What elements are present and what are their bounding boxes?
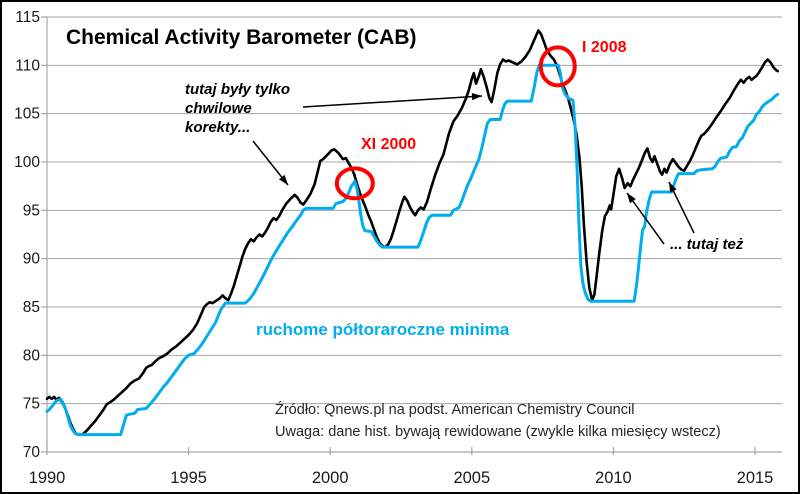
- y-tick-label: 110: [15, 57, 40, 74]
- annotation-xi-2000-label: XI 2000: [361, 136, 417, 153]
- annotation-corrections-note: tutaj były tylko chwilowe korekty...: [185, 81, 291, 136]
- y-tick-label: 70: [23, 444, 41, 461]
- arrow-corrections-to-2005-head: [471, 93, 482, 101]
- x-tick-label: 2005: [453, 469, 490, 487]
- y-tick-label: 105: [14, 106, 40, 123]
- arrow-corrections-to-1998-head: [278, 174, 288, 185]
- x-tick-label: 1995: [170, 469, 207, 487]
- y-tick-label: 90: [23, 251, 41, 268]
- minima-series-label: ruchome półtoraroczne minima: [256, 320, 510, 339]
- source-note-line2: Uwaga: dane hist. bywają rewidowane (zwy…: [275, 424, 721, 440]
- y-tick-label: 85: [23, 299, 40, 316]
- arrow-tutaj-tez-to-minima-head: [669, 182, 677, 193]
- y-tick-label: 80: [23, 347, 41, 364]
- x-tick-label: 1990: [29, 469, 66, 487]
- annotation-tutaj-tez-note: ... tutaj też: [670, 236, 744, 253]
- arrow-tutaj-tez-to-cab: [626, 192, 665, 245]
- marker-ellipse-i-2008: [538, 45, 577, 88]
- x-tick-label: 2015: [737, 469, 774, 487]
- y-tick-label: 95: [23, 202, 40, 219]
- marker-ellipse-xi-2000: [334, 166, 375, 201]
- cab-line: [45, 29, 780, 436]
- source-note: Źródło: Qnews.pl na podst. American Chem…: [275, 399, 721, 443]
- y-tick-label: 75: [23, 396, 40, 413]
- y-tick-label: 115: [15, 9, 40, 26]
- source-note-line1: Źródło: Qnews.pl na podst. American Chem…: [275, 402, 635, 418]
- y-tick-label: 100: [14, 154, 40, 171]
- annotation-i-2008-label: I 2008: [582, 39, 627, 56]
- x-tick-label: 2000: [312, 469, 349, 487]
- minima-line: [45, 63, 780, 437]
- x-tick-label: 2010: [595, 469, 632, 487]
- arrow-tutaj-tez-to-cab-head: [627, 193, 636, 204]
- arrow-corrections-to-2005: [302, 95, 483, 108]
- chart-title: Chemical Activity Barometer (CAB): [66, 26, 417, 49]
